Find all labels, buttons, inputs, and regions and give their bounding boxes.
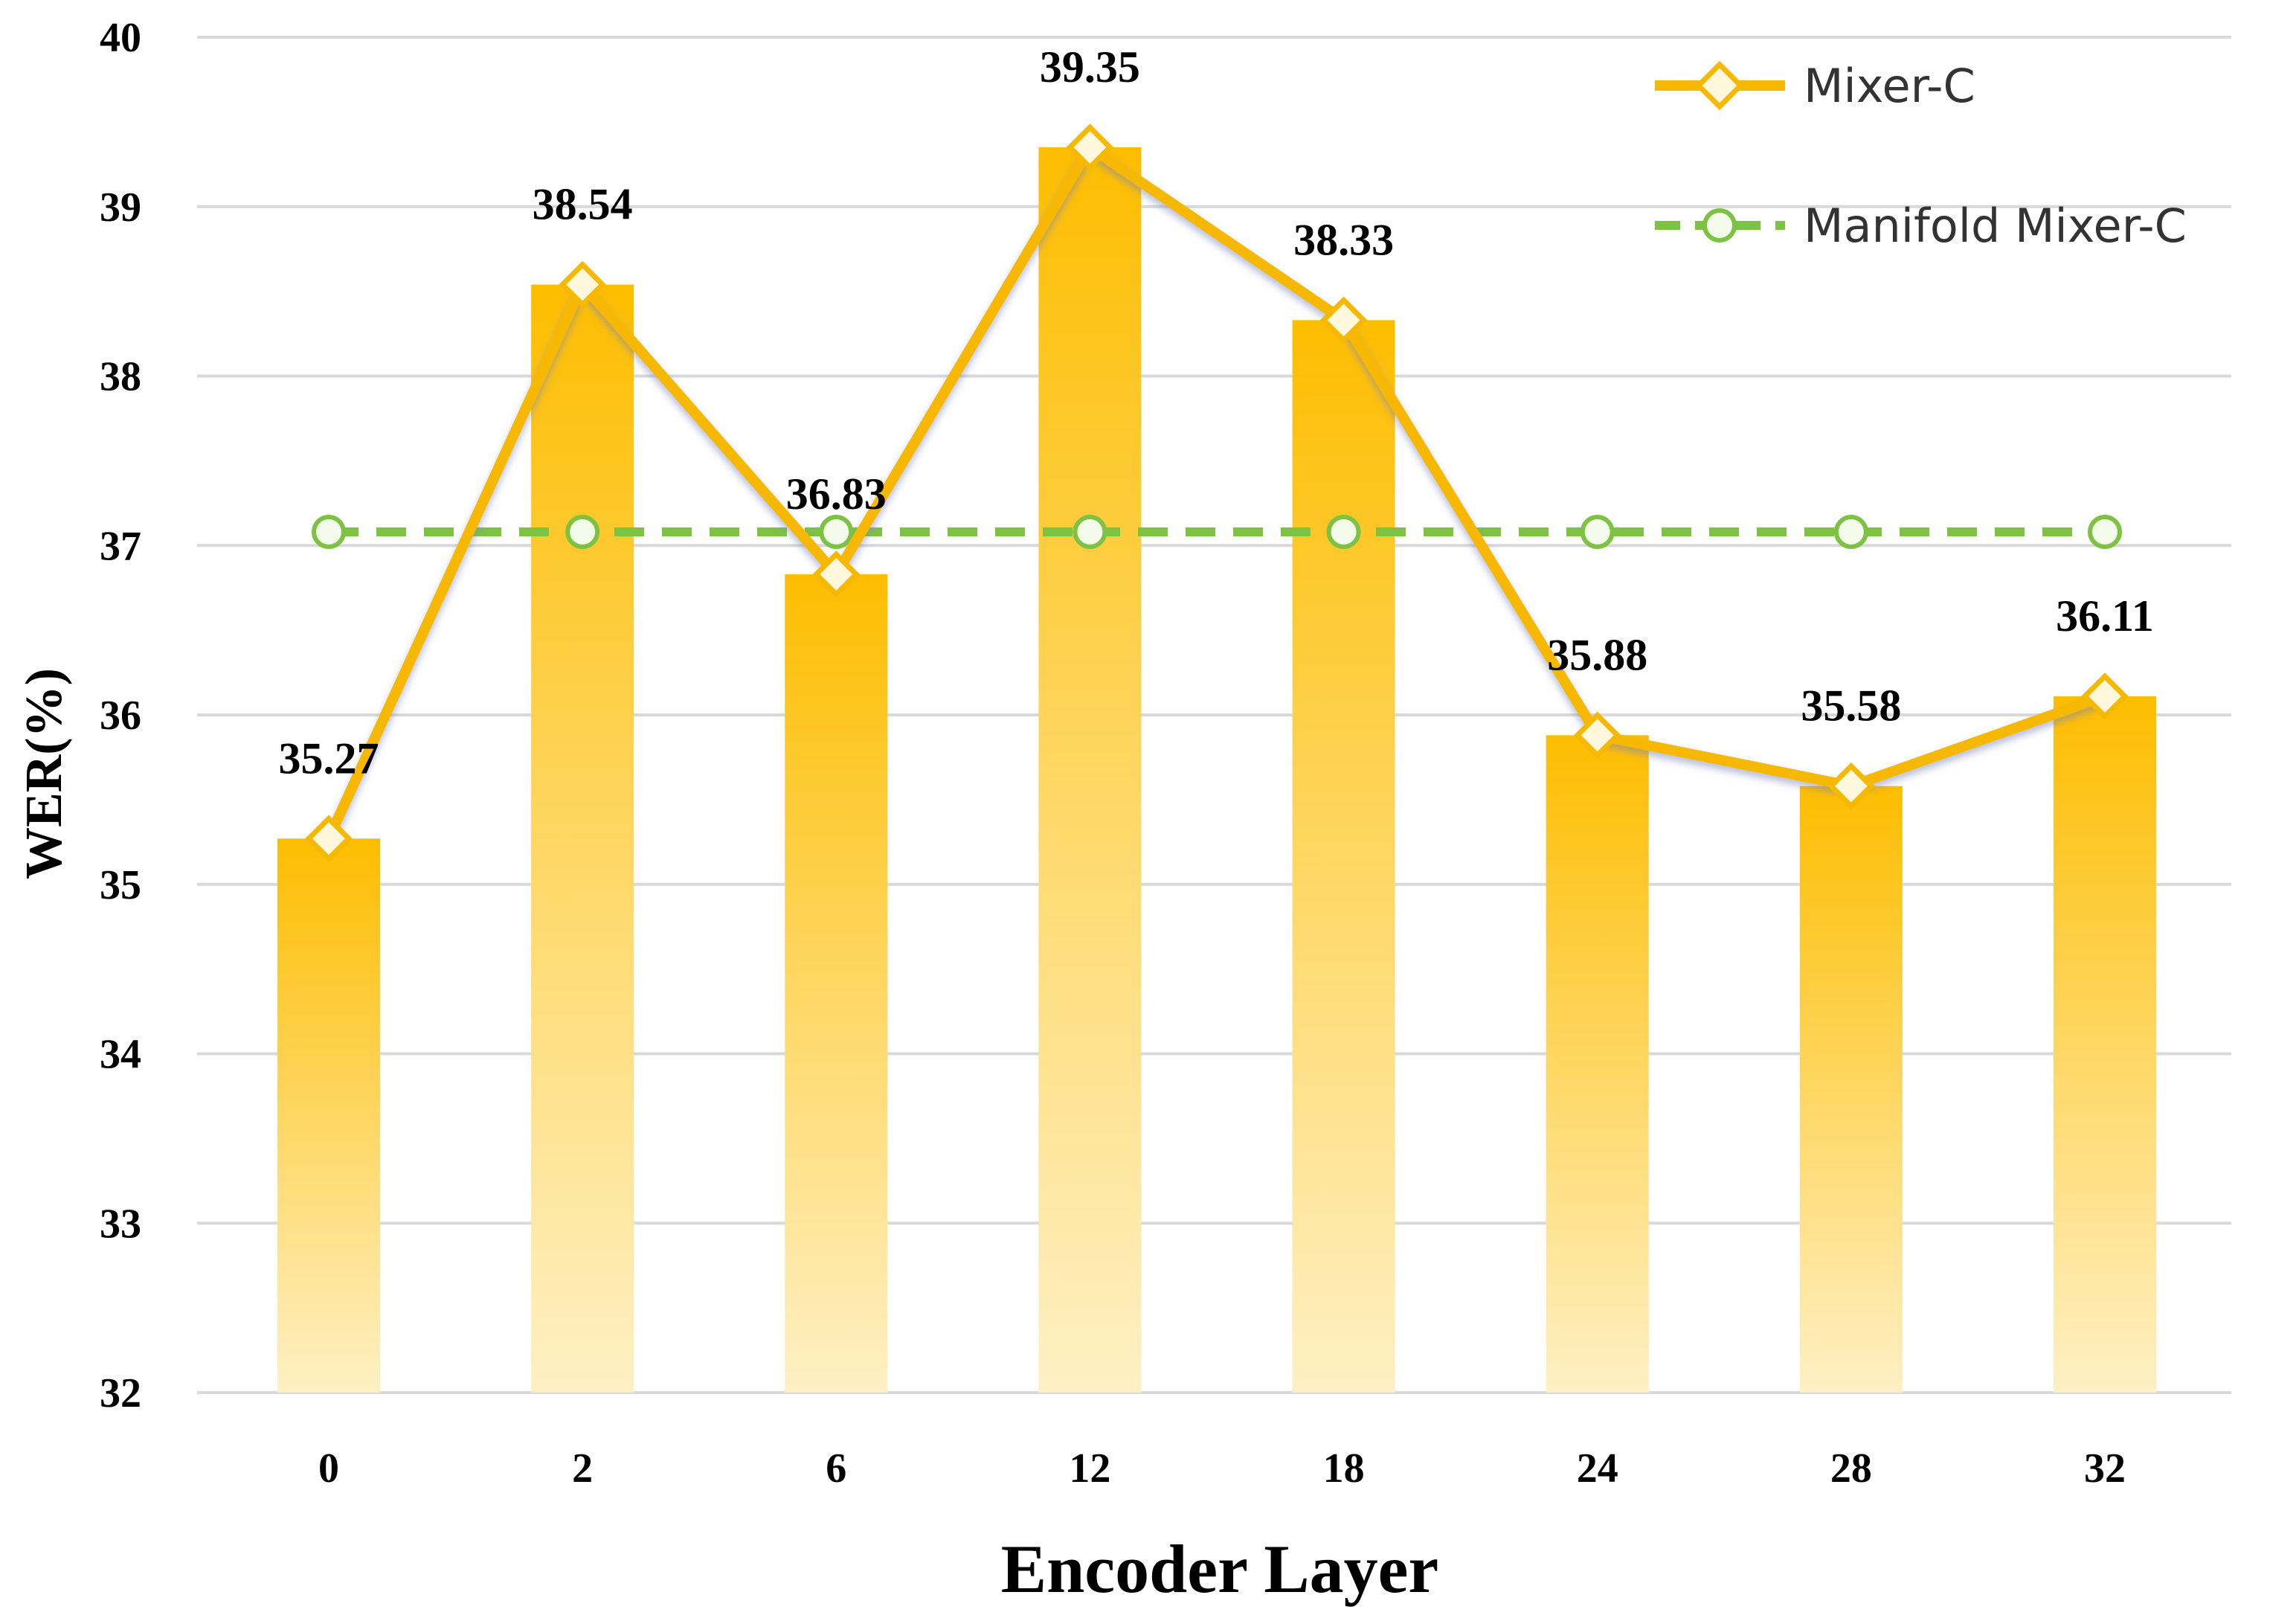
mixer-c-point	[1827, 762, 1875, 810]
bar	[531, 284, 634, 1393]
mixer-c-point	[812, 551, 861, 598]
y-tick-label: 36	[100, 693, 141, 739]
manifold-mixer-point	[819, 515, 854, 550]
bars	[277, 147, 2156, 1393]
legend: Mixer-C Manifold Mixer-C	[1655, 59, 2187, 253]
manifold-mixer-point	[565, 515, 600, 550]
mixer-c-point	[2081, 673, 2129, 720]
manifold-mixer-point	[1580, 515, 1615, 550]
mixer-c-point	[305, 815, 353, 863]
manifold-mixer-point	[1326, 515, 1361, 550]
mixer-c-line	[324, 142, 2107, 841]
data-labels: 35.27 38.54 36.83 39.35 38.33 35.88 35.58 36.11	[279, 42, 2154, 783]
x-tick-label: 6	[826, 1445, 846, 1492]
x-tick-label: 18	[1323, 1445, 1365, 1492]
data-label: 36.83	[786, 469, 887, 519]
manifold-mixer-point	[2088, 515, 2122, 550]
data-label: 35.88	[1547, 630, 1647, 679]
bar	[1292, 320, 1395, 1393]
x-tick-label: 12	[1069, 1445, 1110, 1492]
mixer-c-point	[1066, 123, 1114, 171]
y-tick-label: 38	[100, 354, 141, 400]
data-label: 35.27	[279, 734, 379, 783]
bar	[2054, 696, 2156, 1393]
bar	[277, 838, 380, 1393]
manifold-mixer-point	[1833, 515, 1868, 550]
manifold-line-group	[312, 515, 2122, 550]
y-tick-label: 39	[100, 184, 141, 231]
mixer-c-point	[1573, 711, 1621, 760]
mixer-c-point	[559, 260, 606, 309]
x-tick-label: 28	[1830, 1445, 1872, 1492]
bar	[1799, 786, 1903, 1393]
legend-manifold-marker	[1702, 208, 1737, 243]
x-axis-ticks: 0 2 6 12 18 24 28 32	[318, 1445, 2126, 1492]
bar	[785, 574, 888, 1393]
x-tick-label: 0	[318, 1445, 339, 1492]
x-tick-label: 2	[572, 1445, 593, 1492]
manifold-mixer-point	[1073, 515, 1107, 550]
y-axis-title: WER(%)	[16, 668, 73, 879]
x-tick-label: 24	[1577, 1445, 1618, 1492]
mixer-line-group	[305, 123, 2129, 863]
x-tick-label: 32	[2084, 1445, 2126, 1492]
y-tick-label: 33	[100, 1201, 141, 1247]
data-label: 38.33	[1293, 215, 1394, 264]
x-axis-title: Encoder Layer	[1001, 1531, 1439, 1607]
data-label: 38.54	[533, 180, 633, 229]
y-tick-label: 40	[100, 15, 141, 61]
y-tick-label: 35	[100, 862, 141, 908]
manifold-mixer-point	[312, 515, 346, 550]
mixer-c-point	[1319, 296, 1368, 344]
y-tick-label: 32	[100, 1370, 141, 1416]
y-axis-ticks: 32 33 34 35 36 37 38 39 40	[100, 15, 141, 1416]
bar	[1038, 147, 1142, 1393]
data-label: 35.58	[1801, 681, 1901, 731]
bar	[1546, 735, 1649, 1393]
legend-mixer-marker	[1694, 60, 1745, 111]
data-label: 39.35	[1040, 42, 1140, 92]
legend-manifold-label: Manifold Mixer-C	[1804, 199, 2187, 253]
y-tick-label: 37	[100, 523, 141, 569]
y-tick-label: 34	[100, 1032, 141, 1078]
data-label: 36.11	[2056, 591, 2154, 641]
legend-mixer-label: Mixer-C	[1804, 59, 1975, 113]
